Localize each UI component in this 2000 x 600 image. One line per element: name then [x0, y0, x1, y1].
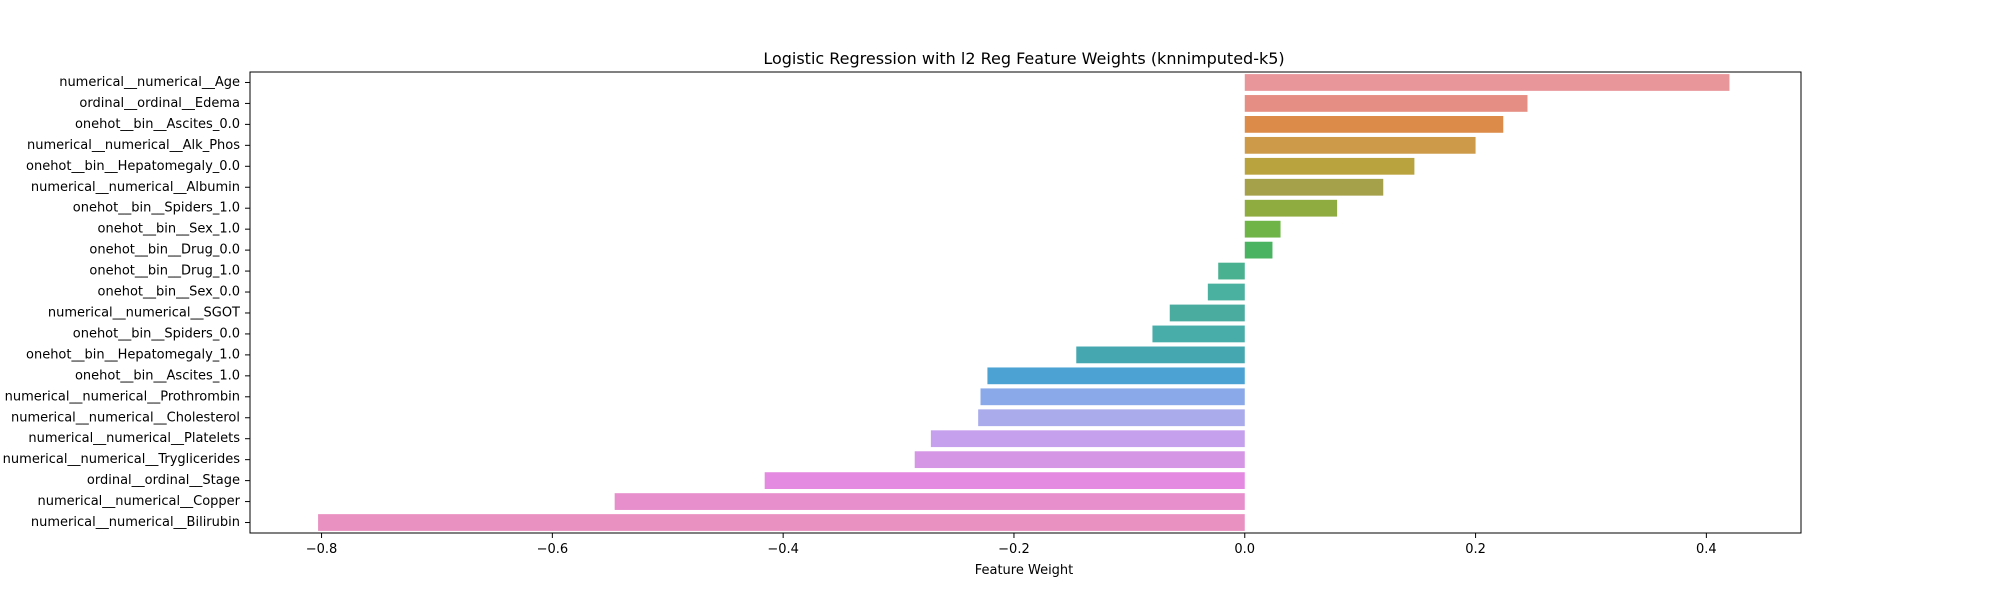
x-tick-label: 0.0 [1234, 542, 1255, 557]
x-tick-label: 0.4 [1696, 542, 1717, 557]
bar [1244, 157, 1415, 175]
y-tick-label: numerical__numerical__Albumin [31, 180, 240, 195]
y-tick-label: numerical__numerical__Platelets [28, 431, 240, 446]
bar [1244, 95, 1528, 112]
bar [987, 367, 1245, 385]
x-tick-label: −0.8 [306, 542, 338, 557]
bar [318, 514, 1245, 531]
y-tick-label: numerical__numerical__Bilirubin [31, 515, 240, 530]
bar [1218, 262, 1245, 280]
bar [614, 493, 1245, 510]
y-tick-label: onehot__bin__Sex_0.0 [98, 285, 240, 300]
y-tick-label: onehot__bin__Drug_1.0 [89, 264, 240, 279]
bar [914, 451, 1245, 469]
bar [1244, 136, 1476, 154]
y-tick-label: onehot__bin__Spiders_0.0 [73, 326, 240, 341]
y-tick-label: onehot__bin__Sex_1.0 [98, 222, 240, 237]
bars-group [318, 74, 1730, 531]
x-tick-label: −0.4 [767, 542, 799, 557]
y-tick-label: ordinal__ordinal__Stage [87, 473, 240, 488]
x-axis-ticks: −0.8 −0.6 −0.4 −0.2 0.0 0.2 0.4 [306, 533, 1717, 557]
chart-title: Logistic Regression with l2 Reg Feature … [763, 49, 1284, 68]
bar [1244, 178, 1384, 196]
y-tick-label: numerical__numerical__Prothrombin [5, 389, 240, 404]
bar [980, 388, 1245, 406]
y-tick-label: numerical__numerical__SGOT [48, 305, 240, 320]
bar [764, 472, 1245, 489]
x-tick-label: 0.2 [1465, 542, 1486, 557]
x-axis-label: Feature Weight [975, 563, 1074, 578]
bar [1076, 346, 1245, 364]
y-tick-label: onehot__bin__Hepatomegaly_1.0 [26, 347, 240, 362]
y-tick-label: onehot__bin__Ascites_0.0 [75, 117, 240, 132]
bar [1244, 199, 1338, 217]
bar [930, 430, 1245, 448]
y-tick-label: numerical__numerical__Copper [37, 494, 240, 509]
y-tick-label: numerical__numerical__Cholesterol [11, 410, 240, 425]
bar [1244, 241, 1273, 259]
x-tick-label: −0.6 [537, 542, 569, 557]
y-tick-label: onehot__bin__Spiders_1.0 [73, 201, 240, 216]
bar [1207, 283, 1245, 301]
bar [1244, 220, 1281, 238]
y-tick-label: numerical__numerical__Alk_Phos [27, 138, 240, 153]
y-tick-label: numerical__numerical__Tryglicerides [3, 452, 241, 467]
y-tick-label: ordinal__ordinal__Edema [79, 96, 240, 111]
y-axis-ticks: numerical__numerical__Age ordinal__ordina… [3, 75, 250, 530]
bar [1152, 325, 1245, 343]
y-tick-label: numerical__numerical__Age [59, 75, 240, 90]
x-tick-label: −0.2 [998, 542, 1030, 557]
bar [1244, 116, 1504, 133]
y-tick-label: onehot__bin__Drug_0.0 [89, 243, 240, 258]
bar [978, 409, 1245, 427]
y-tick-label: onehot__bin__Hepatomegaly_0.0 [26, 159, 240, 174]
y-tick-label: onehot__bin__Ascites_1.0 [75, 368, 240, 383]
plot-frame [249, 71, 1802, 534]
bar [1244, 74, 1730, 91]
bar [1169, 304, 1245, 322]
